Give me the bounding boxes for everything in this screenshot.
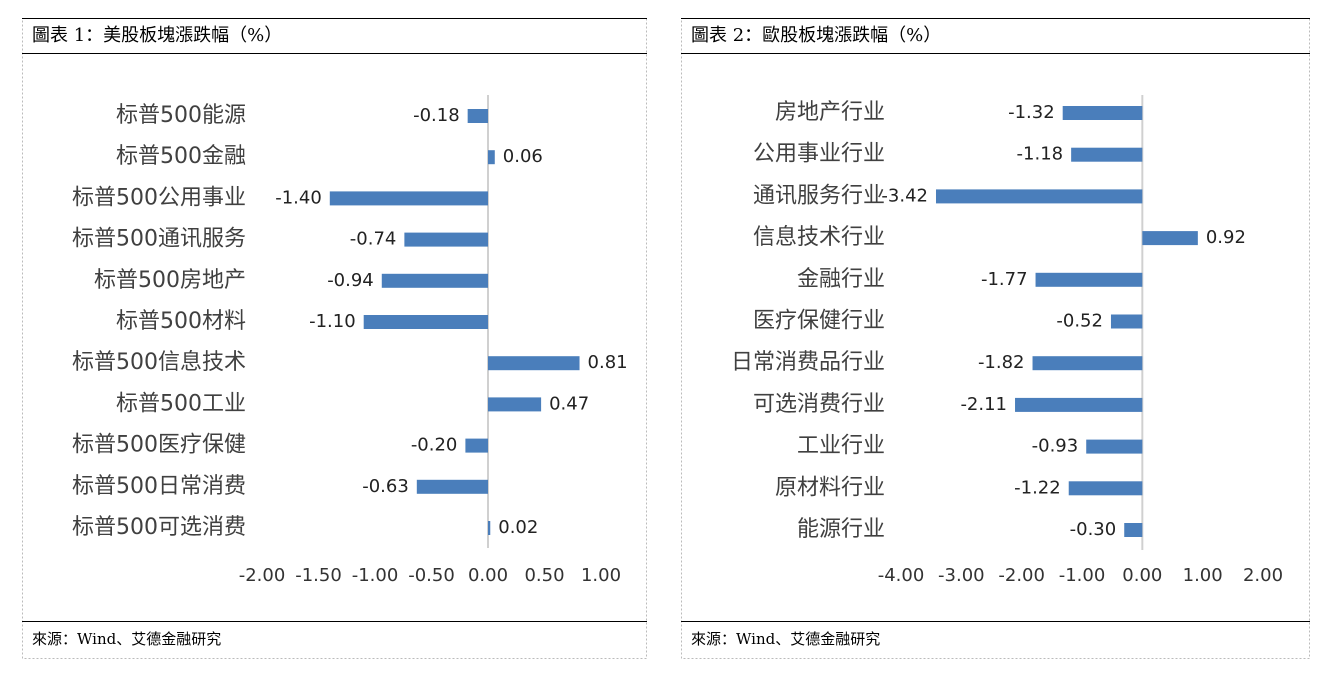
category-label: 标普500通讯服务: [72, 227, 246, 252]
bar: [329, 191, 488, 206]
category-label: 标普500材料: [116, 309, 246, 334]
category-label: 日常消费品行业: [731, 350, 885, 375]
bar: [1124, 523, 1143, 537]
bar: [465, 438, 488, 453]
value-label: 0.02: [498, 517, 538, 538]
value-label: -1.22: [1014, 477, 1061, 498]
category-label: 工业行业: [797, 434, 885, 459]
value-label: 0.06: [503, 146, 543, 167]
value-label: -0.20: [411, 435, 458, 456]
value-label: -3.42: [881, 185, 928, 206]
category-label: 公用事业行业: [753, 142, 885, 167]
category-label: 金融行业: [797, 267, 885, 292]
x-tick-label: -4.00: [878, 565, 925, 586]
value-label: -2.11: [960, 394, 1007, 415]
value-label: -0.74: [350, 229, 397, 250]
bar: [488, 397, 542, 412]
value-label: 0.92: [1206, 227, 1246, 248]
value-label: -0.94: [327, 270, 374, 291]
bar: [1035, 272, 1143, 287]
bar: [1142, 231, 1198, 246]
category-label: 原材料行业: [775, 475, 885, 500]
bar: [1062, 106, 1143, 120]
value-label: -1.40: [275, 187, 322, 208]
bar: [1110, 314, 1143, 329]
value-label: -1.32: [1008, 102, 1055, 123]
value-label: -0.18: [413, 105, 460, 126]
value-label: -1.77: [981, 269, 1028, 290]
source-note: 來源：Wind、艾德金融研究: [691, 630, 880, 648]
bar: [381, 273, 488, 288]
bar: [488, 521, 491, 535]
category-label: 房地产行业: [775, 100, 885, 125]
bar: [467, 109, 488, 123]
panel-rules: [22, 18, 1310, 622]
category-label: 标普500信息技术: [72, 350, 246, 375]
x-tick-label: -0.50: [408, 565, 455, 586]
bar: [488, 150, 495, 165]
category-label: 标普500工业: [116, 391, 246, 416]
category-label: 标普500可选消费: [72, 515, 246, 540]
value-label: -1.10: [309, 311, 356, 332]
value-label: 0.81: [588, 352, 628, 373]
category-label: 能源行业: [797, 517, 885, 542]
category-label: 通讯服务行业: [753, 183, 885, 208]
value-label: -0.30: [1070, 519, 1117, 540]
category-label: 医疗保健行业: [753, 309, 885, 334]
value-label: -0.93: [1032, 436, 1079, 457]
x-tick-label: 0.00: [1122, 565, 1162, 586]
bar: [1015, 397, 1143, 412]
x-tick-label: 0.50: [524, 565, 564, 586]
value-label: -0.63: [362, 476, 409, 497]
value-label: -1.18: [1017, 144, 1064, 165]
source-note: 來源：Wind、艾德金融研究: [32, 630, 221, 648]
category-label: 可选消费行业: [753, 392, 885, 417]
category-label: 标普500医疗保健: [72, 433, 246, 458]
x-tick-label: -1.00: [352, 565, 399, 586]
category-label: 标普500日常消费: [72, 474, 246, 499]
x-tick-label: -3.00: [938, 565, 985, 586]
x-tick-label: 0.00: [468, 565, 508, 586]
category-label: 标普500能源: [116, 103, 246, 128]
chart-title: 圖表 2：歐股板塊漲跌幅（%）: [691, 25, 941, 46]
bar: [416, 479, 488, 494]
bar: [363, 315, 488, 329]
x-tick-label: -1.00: [1059, 565, 1106, 586]
x-tick-label: -2.00: [998, 565, 1045, 586]
category-label: 信息技术行业: [753, 225, 885, 250]
x-tick-label: 1.00: [581, 565, 621, 586]
value-label: 0.47: [549, 393, 589, 414]
bar: [1071, 147, 1143, 162]
value-label: -0.52: [1056, 311, 1103, 332]
bar: [1086, 439, 1143, 454]
bar: [1032, 356, 1143, 371]
bar: [935, 189, 1143, 204]
x-tick-label: 2.00: [1243, 565, 1283, 586]
x-tick-label: -1.50: [295, 565, 342, 586]
value-label: -1.82: [978, 352, 1025, 373]
category-label: 标普500金融: [116, 144, 246, 169]
x-tick-label: 1.00: [1183, 565, 1223, 586]
bar: [404, 232, 488, 247]
category-label: 标普500公用事业: [72, 185, 246, 210]
category-label: 标普500房地产: [94, 268, 246, 293]
bar: [488, 356, 580, 371]
x-tick-label: -2.00: [239, 565, 286, 586]
bar: [1068, 481, 1143, 496]
chart-title: 圖表 1：美股板塊漲跌幅（%）: [32, 25, 282, 46]
